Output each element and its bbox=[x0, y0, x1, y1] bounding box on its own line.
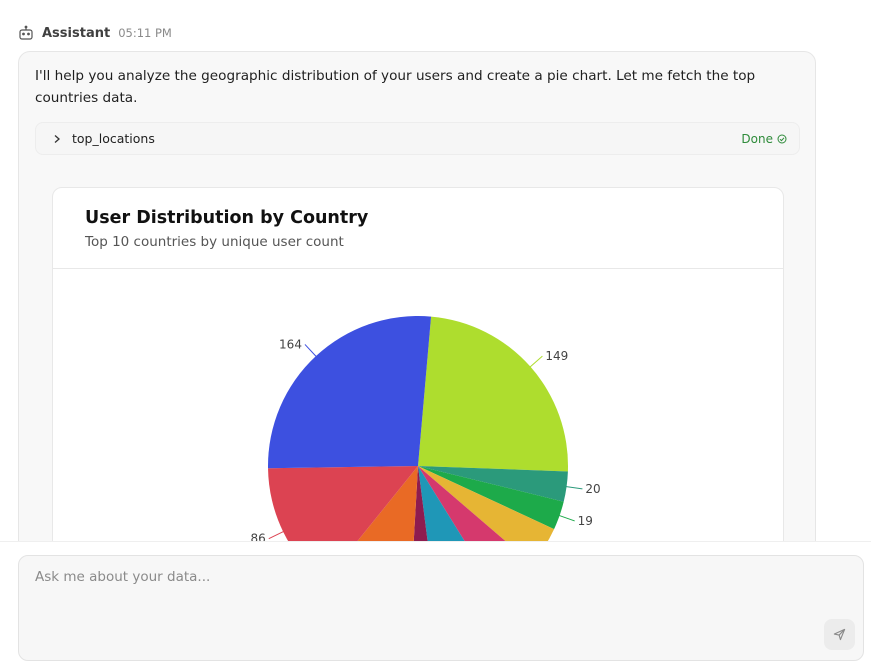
send-icon bbox=[833, 628, 846, 641]
tool-status: Done bbox=[741, 132, 787, 146]
label-leader-line bbox=[564, 485, 583, 490]
label-leader-line bbox=[528, 355, 543, 369]
pie-slice[interactable] bbox=[418, 316, 568, 472]
label-leader-line bbox=[304, 344, 318, 358]
composer bbox=[18, 555, 864, 661]
tool-name: top_locations bbox=[72, 131, 155, 146]
message-text: I'll help you analyze the geographic dis… bbox=[35, 68, 756, 106]
sender-name: Assistant bbox=[42, 25, 111, 41]
slice-value-label: 19 bbox=[578, 514, 593, 528]
tool-call-toggle[interactable]: top_locations Done bbox=[35, 122, 800, 155]
message-time: 05:11 PM bbox=[118, 26, 172, 40]
slice-value-label: 164 bbox=[279, 337, 302, 351]
message-header: Assistant 05:11 PM bbox=[18, 24, 172, 42]
send-button[interactable] bbox=[824, 619, 855, 650]
slice-value-label: 20 bbox=[585, 482, 600, 496]
composer-bar bbox=[0, 541, 871, 669]
chevron-right-icon bbox=[52, 134, 62, 144]
pie-slice[interactable] bbox=[268, 316, 432, 469]
check-circle-icon bbox=[777, 134, 787, 144]
chart-header: User Distribution by Country Top 10 coun… bbox=[53, 188, 783, 269]
label-leader-line bbox=[268, 530, 286, 540]
pie-slice[interactable] bbox=[418, 466, 564, 530]
slice-value-label: 149 bbox=[545, 349, 568, 363]
tool-status-label: Done bbox=[741, 131, 773, 146]
chart-title: User Distribution by Country bbox=[85, 208, 369, 228]
pie-slice[interactable] bbox=[418, 466, 568, 502]
chat-input[interactable] bbox=[19, 556, 863, 660]
label-leader-line bbox=[557, 514, 575, 522]
chart-subtitle: Top 10 countries by unique user count bbox=[85, 234, 344, 250]
bot-icon bbox=[18, 25, 34, 41]
pie-slice[interactable] bbox=[418, 466, 555, 564]
